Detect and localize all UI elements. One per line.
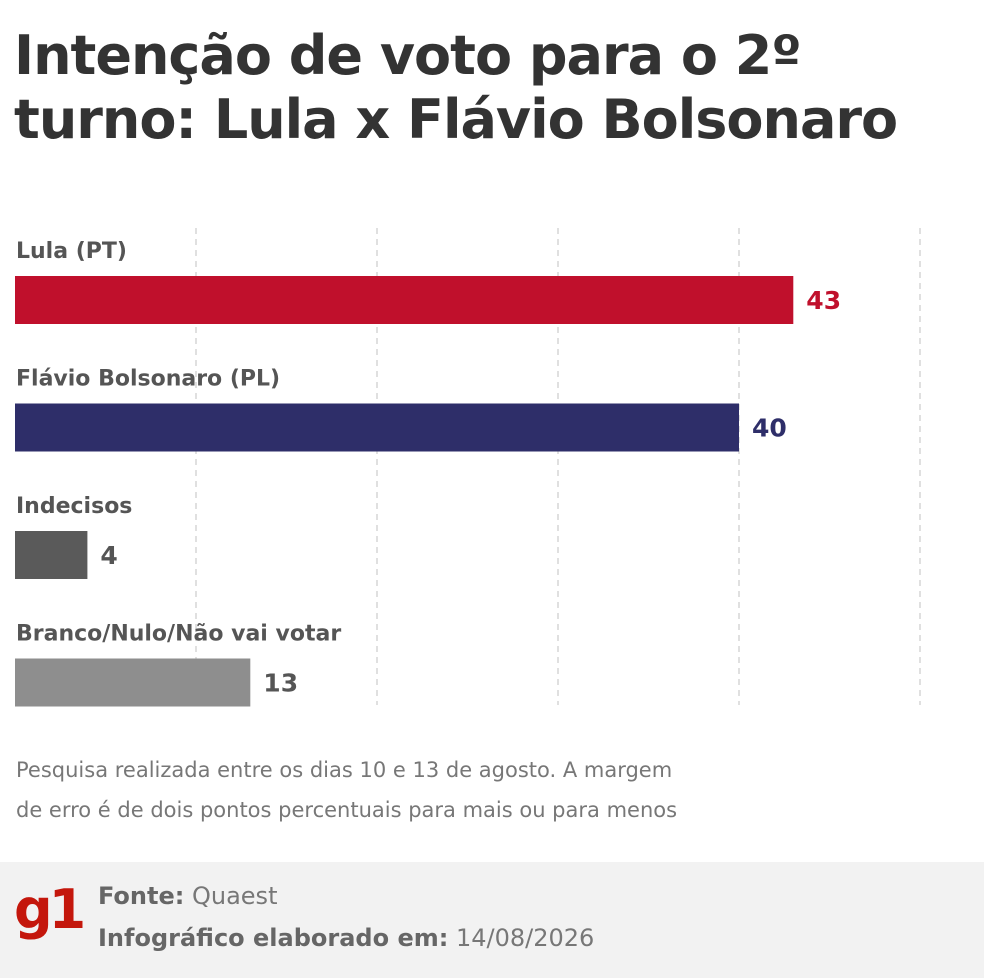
source-value: Quaest <box>191 882 278 910</box>
date-label: Infográfico elaborado em: <box>98 924 449 952</box>
date-value: 14/08/2026 <box>455 924 595 952</box>
value-label: 43 <box>806 286 841 315</box>
source-line: Fonte: Quaest <box>98 882 277 910</box>
category-label: Indecisos <box>16 494 132 519</box>
value-label: 13 <box>263 669 298 698</box>
bar <box>15 403 739 452</box>
bars: Lula (PT) 43 Flávio Bolsonaro (PL) 40 Indeci… <box>15 239 841 707</box>
footer: g1 Fonte: Quaest Infográfico elaborado e… <box>0 862 984 978</box>
bar <box>15 276 794 324</box>
methodology-note: Pesquisa realizada entre os dias 10 e 13… <box>16 750 816 830</box>
value-label: 4 <box>100 541 117 570</box>
note-line-2: de erro é de dois pontos percentuais par… <box>16 798 678 822</box>
value-label: 40 <box>752 414 787 443</box>
bar <box>15 531 88 579</box>
bar <box>15 658 251 707</box>
g1-logo: g1 <box>14 878 86 941</box>
category-label: Lula (PT) <box>16 239 127 264</box>
category-label: Branco/Nulo/Não vai votar <box>16 622 341 647</box>
date-line: Infográfico elaborado em: 14/08/2026 <box>98 924 594 952</box>
source-label: Fonte: <box>98 882 185 910</box>
bar-chart: Lula (PT) 43 Flávio Bolsonaro (PL) 40 Indeci… <box>15 228 921 707</box>
category-label: Flávio Bolsonaro (PL) <box>16 367 280 392</box>
chart-title: Intenção de voto para o 2º turno: Lula x… <box>14 24 898 151</box>
note-line-1: Pesquisa realizada entre os dias 10 e 13… <box>16 758 673 782</box>
